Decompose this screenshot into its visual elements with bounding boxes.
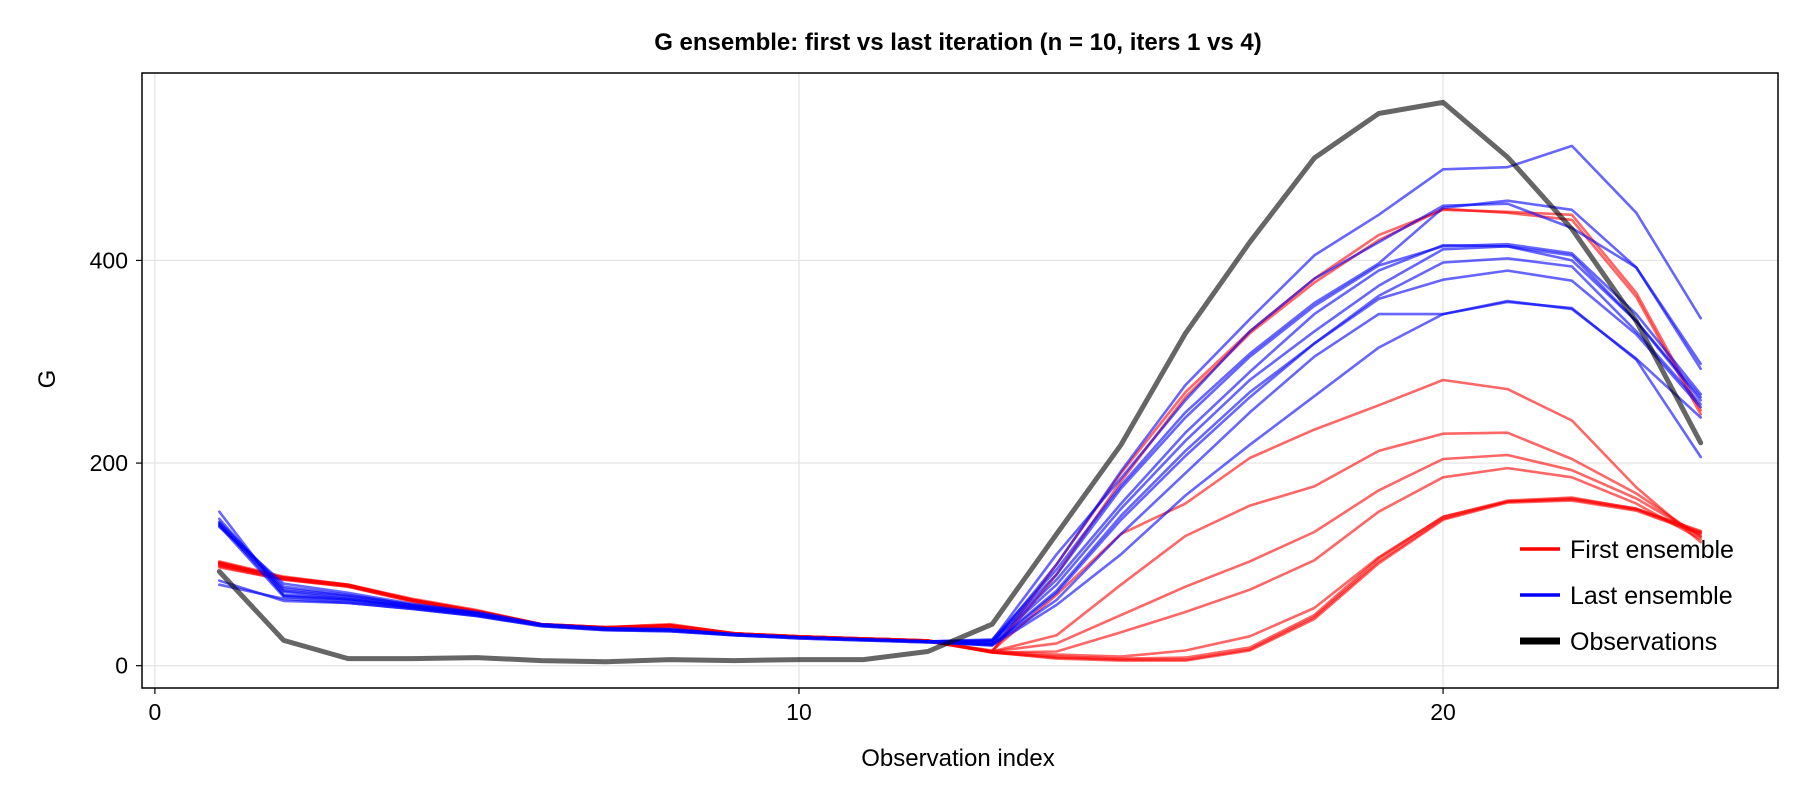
y-tick-label: 200 [90, 450, 128, 476]
y-tick-label: 400 [90, 247, 128, 273]
legend-label: First ensemble [1570, 536, 1734, 564]
observations-series-group [216, 99, 1704, 665]
x-tick-label: 10 [786, 699, 812, 725]
y-tick-label: 0 [115, 653, 128, 679]
plot-area [142, 73, 1778, 688]
first-ensemble-line [218, 208, 1702, 653]
legend-label: Observations [1570, 628, 1717, 656]
x-axis-label: Observation index [861, 745, 1054, 772]
plot-frame [141, 72, 1779, 689]
y-axis-label: G [34, 370, 61, 389]
observations-line [216, 99, 1704, 665]
legend-label: Last ensemble [1570, 582, 1733, 610]
x-tick-label: 20 [1430, 699, 1456, 725]
x-axis-ticks: 0 10 20 [148, 688, 1456, 725]
y-axis-ticks: 0 200 400 [90, 247, 142, 679]
x-tick-label: 0 [148, 699, 161, 725]
last-ensemble-line [218, 202, 1702, 643]
legend: First ensemble Last ensemble Observations [1520, 536, 1734, 656]
chart-title: G ensemble: first vs last iteration (n =… [654, 29, 1262, 56]
